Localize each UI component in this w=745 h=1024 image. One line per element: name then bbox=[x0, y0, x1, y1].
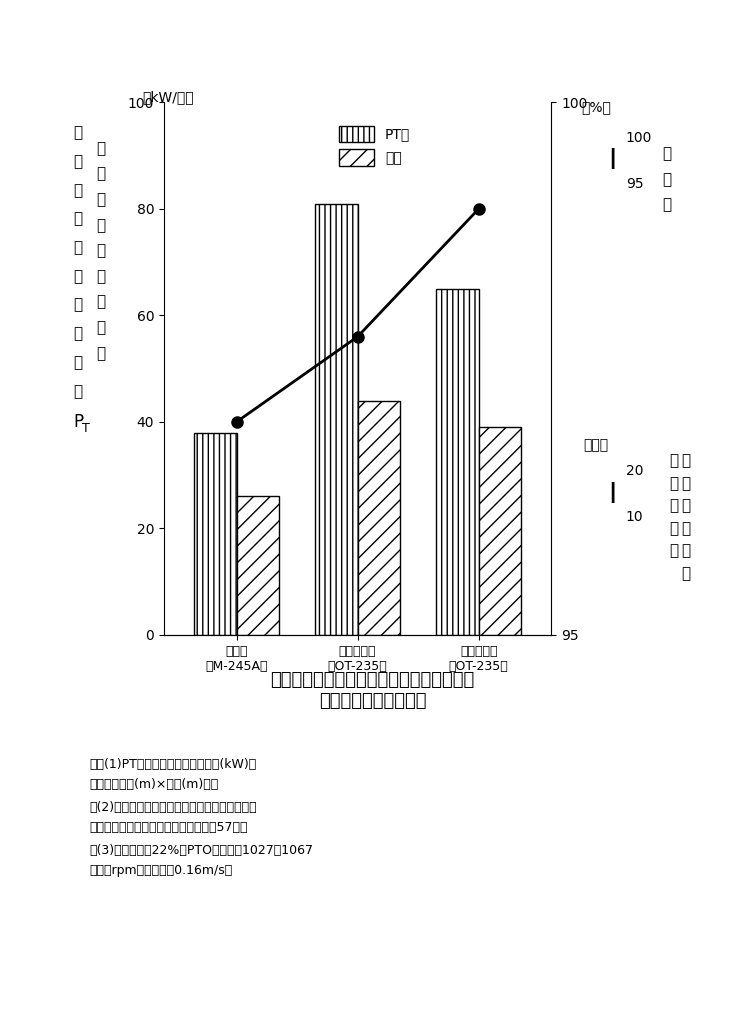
Text: れ: れ bbox=[670, 521, 679, 536]
Text: 平: 平 bbox=[681, 521, 690, 536]
Text: う: う bbox=[96, 167, 105, 181]
Bar bbox=[315, 204, 358, 635]
Text: 分: 分 bbox=[670, 454, 679, 468]
Text: さ: さ bbox=[670, 499, 679, 513]
Text: Ｏ: Ｏ bbox=[74, 183, 83, 198]
Text: 図２　細土爪ロータリのＰＴＯ軸所要動力
　　　と稲株分断性能: 図２ 細土爪ロータリのＰＴＯ軸所要動力 と稲株分断性能 bbox=[270, 671, 475, 710]
Bar bbox=[236, 497, 279, 635]
Text: た: た bbox=[96, 321, 105, 335]
Text: 注）(1)PT＝ＰＴＯ軸平均所要動力(kW)／: 注）(1)PT＝ＰＴＯ軸平均所要動力(kW)／ bbox=[89, 758, 256, 771]
Text: I: I bbox=[608, 480, 617, 509]
Text: (2)稲株の平均径は、株元の長径、短径の平均: (2)稲株の平均径は、株元の長径、短径の平均 bbox=[89, 801, 257, 814]
Text: Ｐ: Ｐ bbox=[74, 126, 83, 140]
Text: 断: 断 bbox=[96, 218, 105, 232]
Text: 95: 95 bbox=[626, 177, 644, 191]
Text: の: の bbox=[681, 499, 690, 513]
Text: 所: 所 bbox=[74, 298, 83, 312]
Text: 軸: 軸 bbox=[74, 212, 83, 226]
Text: 平: 平 bbox=[74, 241, 83, 255]
Text: 当: 当 bbox=[96, 295, 105, 309]
Bar bbox=[437, 289, 478, 635]
Text: 値。なお、耕うん前の平均径は57㎜。: 値。なお、耕うん前の平均径は57㎜。 bbox=[89, 821, 248, 835]
Text: 力: 力 bbox=[74, 384, 83, 398]
Text: T: T bbox=[82, 422, 89, 434]
Text: 碎: 碎 bbox=[662, 146, 671, 161]
Text: (3)土壌含水比22%、PTO軸回転数1027～1067: (3)土壌含水比22%、PTO軸回転数1027～1067 bbox=[89, 844, 314, 857]
Bar bbox=[478, 427, 521, 635]
Text: 均: 均 bbox=[74, 269, 83, 284]
Text: 均: 均 bbox=[681, 544, 690, 558]
Text: （%）: （%） bbox=[581, 100, 611, 115]
Text: 20: 20 bbox=[626, 464, 643, 478]
Text: 径: 径 bbox=[681, 566, 690, 581]
Text: 100: 100 bbox=[626, 131, 652, 145]
Text: 土: 土 bbox=[662, 172, 671, 186]
Text: I: I bbox=[608, 146, 617, 175]
Text: rpm、走行速度0.16m/s。: rpm、走行速度0.16m/s。 bbox=[89, 864, 232, 878]
Text: 耕: 耕 bbox=[96, 141, 105, 156]
Text: 断: 断 bbox=[670, 476, 679, 490]
Text: 要: 要 bbox=[74, 327, 83, 341]
Text: 動: 動 bbox=[74, 355, 83, 370]
Text: 10: 10 bbox=[626, 510, 644, 524]
Text: 稲: 稲 bbox=[681, 454, 690, 468]
Text: Ｔ: Ｔ bbox=[74, 155, 83, 169]
Text: 積: 積 bbox=[96, 269, 105, 284]
Text: （耕幅(m)×耕深(m)）。: （耕幅(m)×耕深(m)）。 bbox=[89, 778, 218, 792]
Text: 面: 面 bbox=[96, 244, 105, 258]
Text: た: た bbox=[670, 544, 679, 558]
Text: （㎜）: （㎜） bbox=[583, 438, 609, 453]
Bar bbox=[194, 432, 236, 635]
Text: ん: ん bbox=[96, 193, 105, 207]
Bar bbox=[358, 400, 400, 635]
Text: り: り bbox=[96, 346, 105, 360]
Text: 率: 率 bbox=[662, 198, 671, 212]
Text: （kW/㎡）: （kW/㎡） bbox=[142, 90, 194, 104]
Text: P: P bbox=[73, 413, 83, 431]
Legend: PT値, 稲株: PT値, 稲株 bbox=[334, 120, 416, 172]
Text: 株: 株 bbox=[681, 476, 690, 490]
